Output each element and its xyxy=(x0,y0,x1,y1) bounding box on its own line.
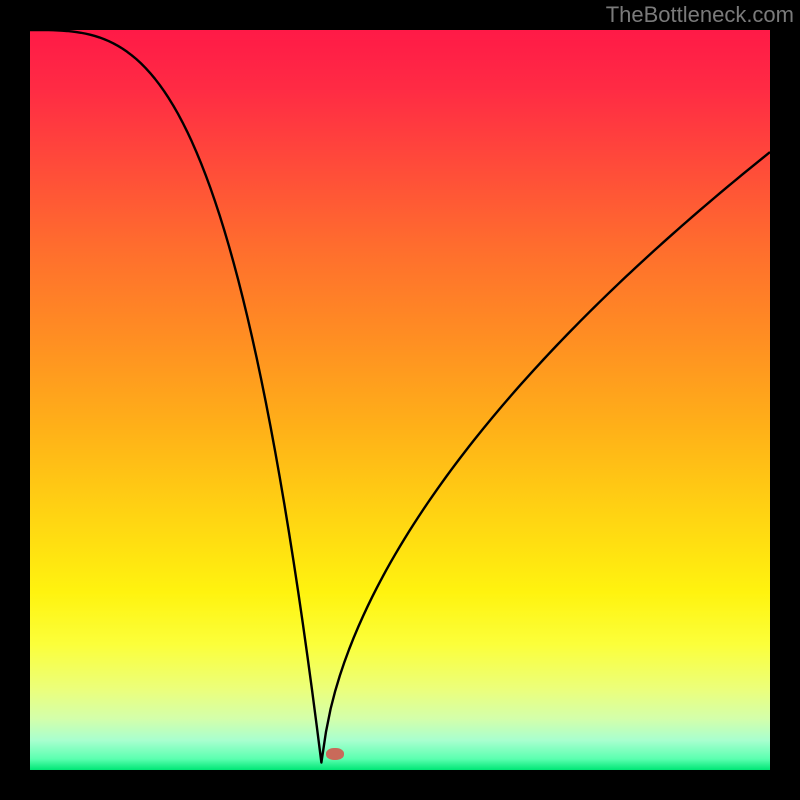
chart-plot-area xyxy=(30,30,770,770)
optimum-marker xyxy=(326,748,344,760)
bottleneck-curve xyxy=(30,30,770,770)
watermark-text: TheBottleneck.com xyxy=(606,2,794,28)
